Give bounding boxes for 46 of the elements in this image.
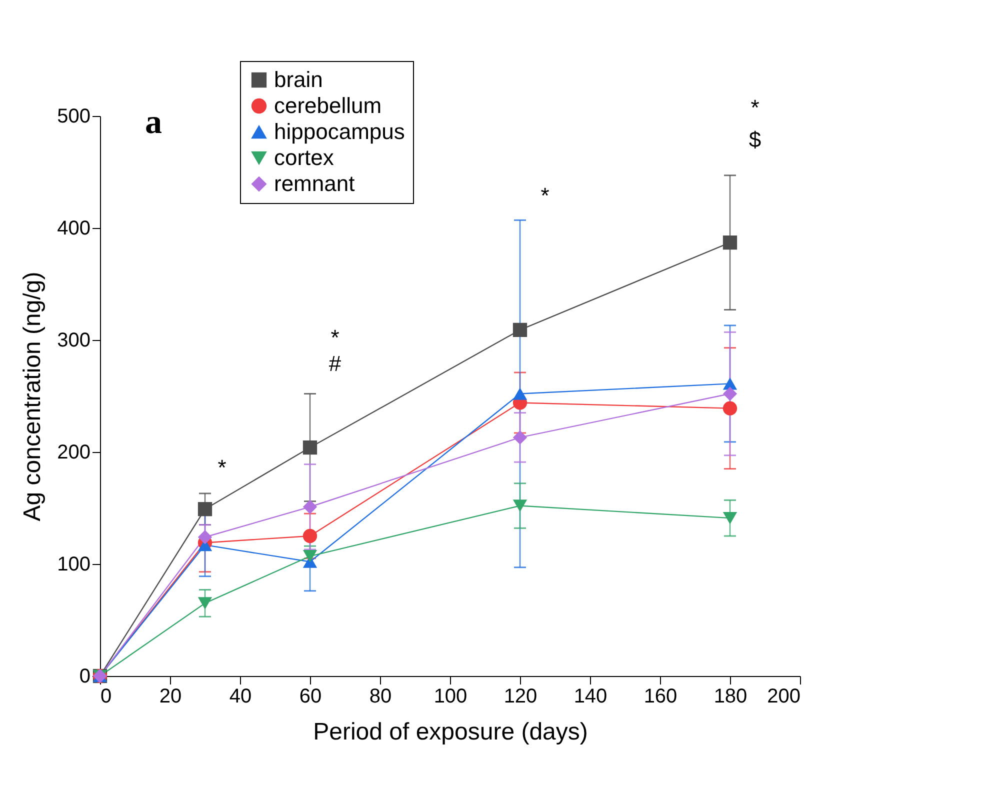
x-tick-label: 60 <box>299 686 322 708</box>
x-tick-label: 20 <box>159 686 182 708</box>
annotation: * <box>750 95 760 120</box>
point <box>302 440 318 455</box>
y-tick-label: 300 <box>57 330 90 352</box>
x-tick-label: 80 <box>369 686 392 708</box>
annotation: $ <box>748 127 762 152</box>
x-tick-label: 100 <box>434 686 468 708</box>
annotation: # <box>328 351 342 376</box>
y-axis-title: Ag concentration (ng/g) <box>19 272 46 522</box>
point <box>198 530 212 544</box>
legend-label: brain <box>274 67 323 92</box>
point <box>722 386 738 401</box>
x-axis-title: Period of exposure (days) <box>313 718 588 746</box>
y-tick-label: 100 <box>57 554 90 576</box>
annotation: * <box>330 325 340 350</box>
y-tick-label: 400 <box>57 218 90 240</box>
point <box>512 322 528 337</box>
point <box>512 430 528 445</box>
x-tick-label: 140 <box>574 686 608 708</box>
point <box>198 597 212 610</box>
y-tick-label: 500 <box>57 106 90 128</box>
point <box>302 528 318 544</box>
legend-label: cortex <box>274 145 334 170</box>
x-tick-label: 200 <box>767 686 800 708</box>
point <box>722 401 738 416</box>
point <box>198 502 212 516</box>
x-tick-label: 160 <box>644 686 678 708</box>
point <box>302 500 318 514</box>
point <box>722 235 738 250</box>
point <box>512 500 528 512</box>
point <box>302 550 318 562</box>
point <box>722 512 738 524</box>
y-tick-label: 200 <box>57 442 90 464</box>
legend-label: hippocampus <box>274 119 405 144</box>
y-tick-label: 0 <box>79 666 90 688</box>
annotation: a <box>145 104 162 141</box>
x-tick-label: 180 <box>714 686 748 708</box>
x-tick-label: 40 <box>229 686 252 708</box>
x-tick-label: 0 <box>100 686 112 708</box>
annotation: * <box>540 183 550 208</box>
point <box>512 388 528 400</box>
annotation: * <box>218 455 227 480</box>
legend-label: cerebellum <box>274 93 382 118</box>
legend-label: remnant <box>274 171 355 196</box>
x-tick-label: 120 <box>504 686 538 708</box>
